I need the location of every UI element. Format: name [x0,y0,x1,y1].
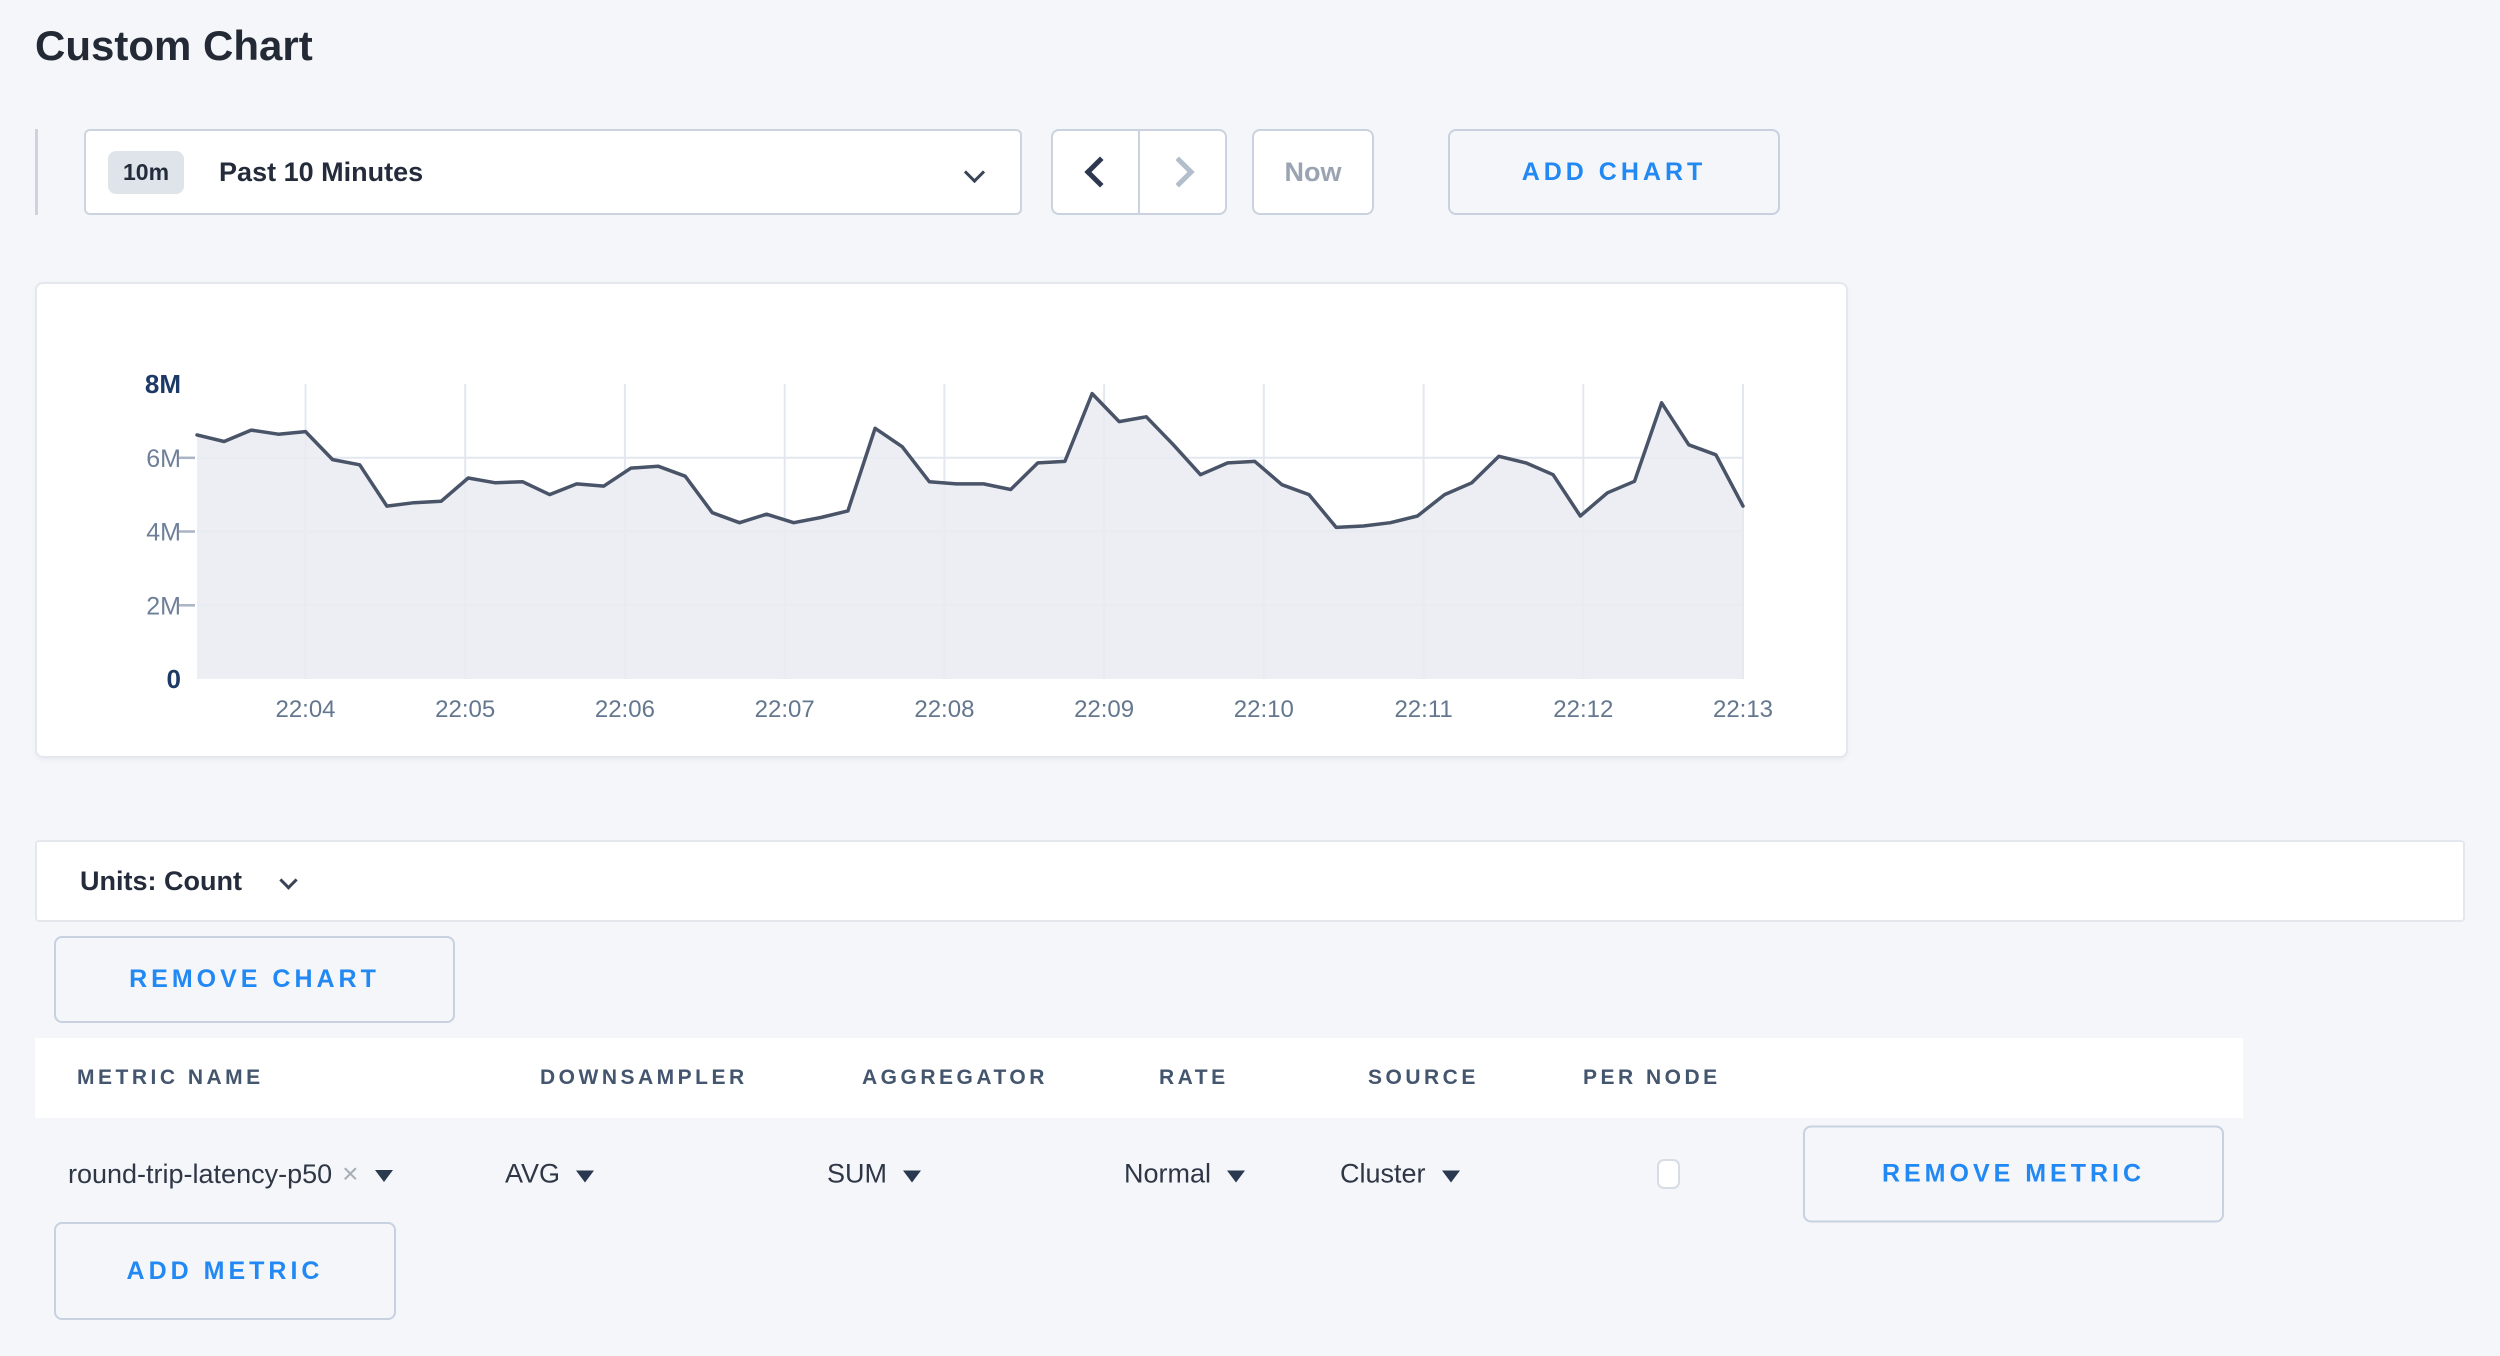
aggregator-select[interactable]: SUM [827,1159,921,1190]
column-header-per-node: PER NODE [1583,1066,1721,1089]
svg-text:22:05: 22:05 [435,696,495,723]
caret-down-icon [903,1170,921,1182]
source-select[interactable]: Cluster [1340,1159,1460,1190]
column-header-aggregator: AGGREGATOR [862,1066,1048,1089]
svg-text:4M: 4M [146,519,181,547]
per-node-checkbox[interactable] [1657,1159,1680,1189]
svg-text:22:07: 22:07 [755,696,815,723]
add-chart-button[interactable]: ADD CHART [1448,129,1780,215]
column-header-metric-name: METRIC NAME [77,1066,264,1089]
svg-text:6M: 6M [146,445,181,473]
svg-text:22:04: 22:04 [275,696,335,723]
svg-text:22:06: 22:06 [595,696,655,723]
column-header-downsampler: DOWNSAMPLER [540,1066,748,1089]
metric-name-select[interactable]: round-trip-latency-p50 × [68,1158,393,1190]
prev-interval-button[interactable] [1053,131,1138,213]
remove-metric-button[interactable]: REMOVE METRIC [1803,1125,2224,1223]
page-title: Custom Chart [35,22,313,69]
svg-text:2M: 2M [146,592,181,620]
aggregator-value: SUM [827,1158,887,1189]
svg-text:22:09: 22:09 [1074,696,1134,723]
chevron-down-icon [279,870,298,890]
caret-down-icon [1227,1170,1246,1182]
downsampler-select[interactable]: AVG [505,1158,595,1190]
column-header-rate: RATE [1159,1066,1229,1089]
svg-text:0: 0 [167,664,181,694]
svg-text:22:13: 22:13 [1713,696,1773,723]
chevron-right-icon [1162,156,1195,188]
time-range-dropdown[interactable]: 10m Past 10 Minutes [84,129,1022,215]
next-interval-button[interactable] [1138,131,1225,213]
remove-chart-button[interactable]: REMOVE CHART [54,936,455,1023]
metric-name-value: round-trip-latency-p50 [68,1158,333,1189]
chevron-left-icon [1083,156,1116,188]
metrics-table-header: METRIC NAME DOWNSAMPLER AGGREGATOR RATE … [35,1038,2243,1118]
svg-text:22:11: 22:11 [1394,696,1452,723]
timeseries-chart-card: 8M 6M 4M 2M 0 22:04 22:05 22:06 22:07 22:08 22:09 2… [35,282,1848,758]
toolbar-accent-rule [35,129,38,215]
add-metric-button[interactable]: ADD METRIC [54,1222,396,1320]
column-header-source: SOURCE [1368,1066,1479,1089]
rate-value: Normal [1124,1158,1212,1189]
remove-metric-tag-icon[interactable]: × [342,1158,359,1189]
caret-down-icon [576,1170,595,1182]
timeseries-chart: 8M 6M 4M 2M 0 22:04 22:05 22:06 22:07 22:08 22:09 2… [145,369,1773,723]
units-dropdown[interactable]: Units: Count [35,840,2465,922]
caret-down-icon [374,1170,393,1182]
units-label: Units: Count [80,865,242,896]
rate-select[interactable]: Normal [1124,1158,1246,1190]
svg-text:8M: 8M [145,369,181,399]
source-value: Cluster [1340,1158,1426,1189]
now-button[interactable]: Now [1252,129,1374,215]
time-pager [1051,129,1227,215]
svg-text:22:10: 22:10 [1234,696,1294,723]
svg-text:22:08: 22:08 [914,696,974,723]
caret-down-icon [1441,1170,1460,1182]
time-range-badge: 10m [108,150,185,194]
svg-text:22:12: 22:12 [1553,696,1613,723]
chevron-down-icon [963,161,986,184]
time-range-label: Past 10 Minutes [219,156,424,187]
downsampler-value: AVG [505,1158,561,1189]
metric-row: round-trip-latency-p50 × AVG SUM Normal … [0,1118,2500,1230]
